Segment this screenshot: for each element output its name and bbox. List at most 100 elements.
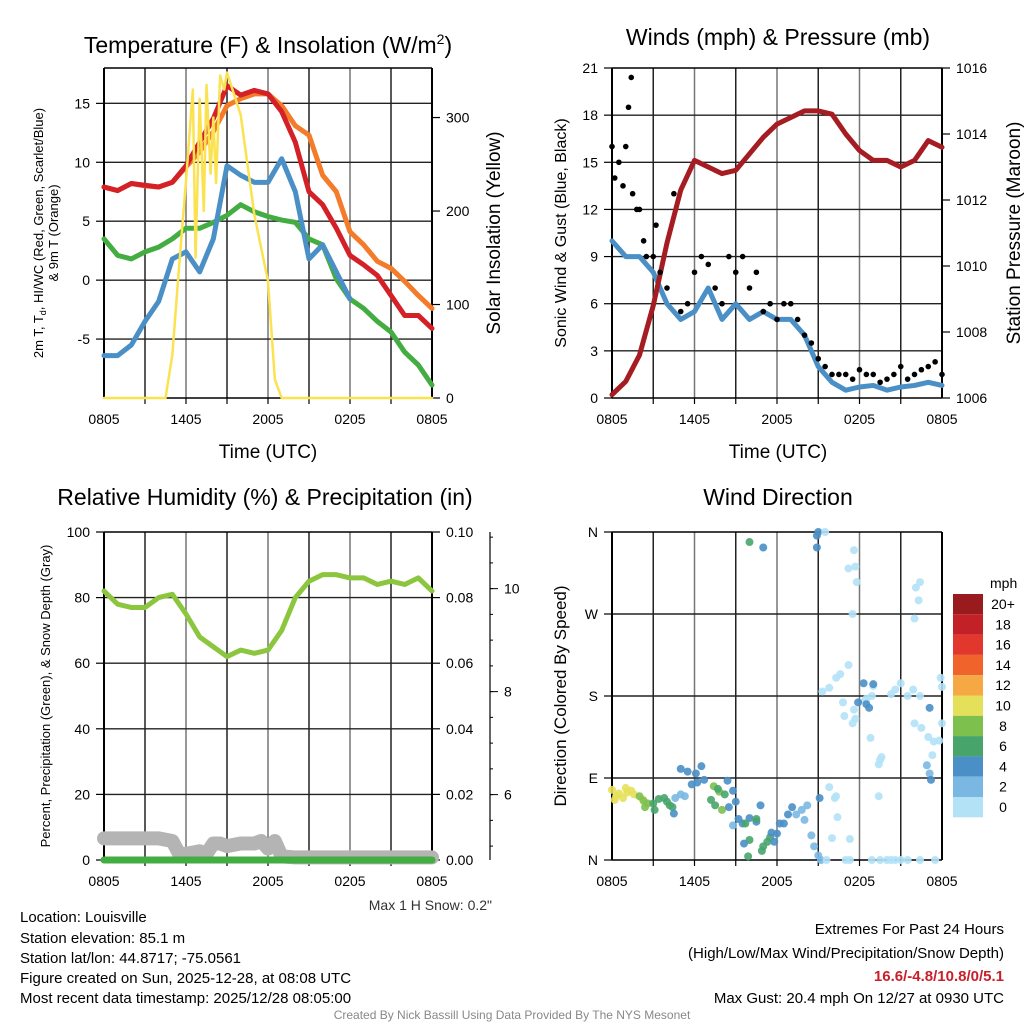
y2-tick-label: 1008 [956,324,987,340]
x-tick-label: 2005 [761,411,792,427]
location-text: Location: Louisville [20,909,147,926]
latlon-text: Station lat/lon: 44.8717; -75.0561 [20,950,241,967]
wind-direction-point [707,795,715,804]
wind-direction-point [836,670,845,679]
y-tick-label: 5 [82,213,90,229]
solar-insolation-line [102,71,434,400]
wind-direction-point [828,834,836,843]
wind-direction-point [757,846,766,855]
gust-point [787,300,794,307]
x-tick-label: 0205 [844,873,875,889]
wind-direction-point [896,679,905,688]
y2-tick-label: 0.06 [446,655,473,671]
wind-direction-point [797,805,806,814]
wind-direction-point [909,685,918,694]
gust-point [705,261,712,268]
wind-direction-point [936,673,945,682]
snow-tick-label: 6 [504,787,512,803]
wind-direction-point [731,797,740,806]
wind-direction-title: Wind Direction [703,484,853,510]
x-tick-label: 0805 [88,411,119,427]
x-tick-label: 0805 [416,873,447,889]
gust-point [836,371,842,378]
wind-direction-point [914,596,923,605]
gust-point [794,316,801,323]
wind-direction-point [927,775,935,784]
wind-direction-point [925,703,934,712]
gust-point [732,269,739,276]
legend-swatch [953,736,983,757]
y2-tick-label: 100 [446,297,470,313]
gust-point [611,175,618,181]
gust-point [609,143,615,150]
wind-direction-point [669,809,678,818]
legend-swatch [953,594,983,615]
x-tick-label: 1405 [170,411,201,427]
gust-point [620,183,626,189]
wind-direction-point [720,790,729,799]
wind-direction-point [788,803,797,812]
wind-direction-point [779,819,788,828]
x-tick-label: 0205 [334,873,365,889]
footer: Location: Louisville Station elevation: … [20,909,1004,1022]
wind-direction-point [810,842,819,851]
legend-swatch [953,756,983,777]
gust-point [911,371,918,378]
wind-direction-point [718,805,726,814]
gust-point [891,371,897,378]
legend-label: 4 [999,758,1007,774]
y-tick-label: S [589,688,598,704]
gust-point [829,371,835,378]
wind-direction-point [745,538,754,547]
extremes-subtitle: (High/Low/Max Wind/Precipitation/Snow De… [688,945,1004,962]
gust-point [767,300,773,307]
y-tick-label: 20 [74,786,90,802]
wind-direction-point [867,856,876,864]
gust-point [671,190,677,197]
wind-direction-point [619,794,627,803]
legend-label: 12 [995,677,1011,693]
wind-direction-point [807,831,816,840]
legend-label: 2 [999,779,1007,795]
legend-swatch [953,675,983,696]
wind-direction-point [832,792,841,801]
wind-direction-point [844,564,853,573]
max-gust-text: Max Gust: 20.4 mph On 12/27 at 0930 UTC [714,990,1004,1007]
gust-point [801,332,808,338]
wind-direction-point [729,821,737,830]
insolation-y-axis-label: Solar Insolation (Yellow) [484,131,505,334]
y-tick-label: W [585,606,599,622]
wind-direction-point [845,835,854,844]
y2-tick-label: 1014 [956,126,987,142]
y-tick-label: 12 [582,201,598,217]
wind-direction-point [935,736,944,745]
wind-direction-point [683,767,692,776]
credit-text: Created By Nick Bassill Using Data Provi… [334,1008,691,1022]
wind-direction-point [916,578,924,587]
gust-point [664,285,670,291]
y-tick-label: 40 [74,721,90,737]
humidity-title: Relative Humidity (%) & Precipitation (i… [57,484,472,510]
gust-point [856,366,863,373]
y-tick-label: 18 [582,107,598,123]
hi-wc-line [101,156,353,359]
gust-point [815,355,822,362]
wind-direction-point [621,784,630,793]
extremes-title: Extremes For Past 24 Hours [815,921,1004,938]
temperature-x-axis-label: Time (UTC) [219,442,318,463]
legend-swatch [953,797,983,818]
legend-title: mph [990,575,1017,591]
wind-direction-point [800,815,809,824]
y-tick-label: 80 [74,590,90,606]
winds-x-axis-label: Time (UTC) [729,442,828,463]
wind-direction-point [848,610,857,618]
wind-direction-point [641,803,649,812]
x-tick-label: 2005 [252,873,283,889]
y2-tick-label: 0.10 [446,524,473,540]
y2-tick-label: 200 [446,203,470,219]
wind-direction-point [803,801,812,810]
gust-point [897,363,904,370]
elevation-text: Station elevation: 85.1 m [20,930,185,947]
wind-direction-y-axis-label: Direction (Colored By Speed) [551,585,570,806]
